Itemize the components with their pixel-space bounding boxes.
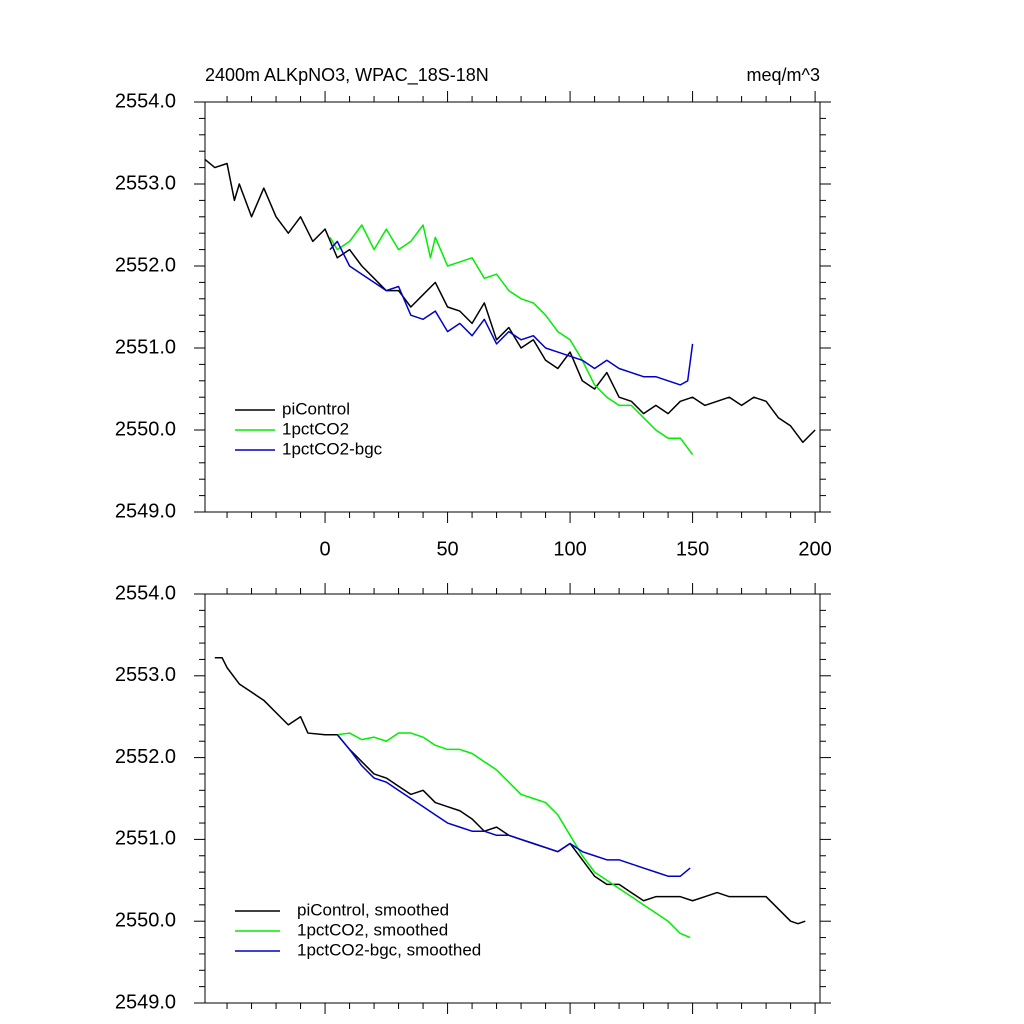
legend-label: 1pctCO2-bgc — [282, 439, 383, 458]
y-tick-label: 2550.0 — [115, 909, 176, 931]
x-tick-label: 150 — [676, 538, 709, 560]
plot-frame — [204, 593, 821, 1004]
legend-label: 1pctCO2, smoothed — [297, 920, 448, 939]
chart-title: 2400m ALKpNO3, WPAC_18S-18N — [205, 65, 489, 86]
plot-frame — [204, 101, 821, 513]
plot-area — [205, 158, 816, 456]
y-tick-label: 2554.0 — [115, 582, 176, 604]
series-line — [336, 734, 691, 877]
y-tick-label: 2551.0 — [115, 828, 176, 850]
legend-label: piControl, smoothed — [297, 900, 449, 919]
units-label: meq/m^3 — [747, 65, 820, 85]
legend-label: 1pctCO2-bgc, smoothed — [297, 940, 481, 959]
x-tick-label: 100 — [553, 538, 586, 560]
y-tick-label: 2553.0 — [115, 172, 176, 194]
legend-label: piControl — [282, 399, 350, 418]
series-line — [205, 158, 816, 444]
series-line — [329, 224, 694, 456]
series-line — [329, 240, 694, 386]
y-tick-label: 2553.0 — [115, 664, 176, 686]
y-tick-label: 2552.0 — [115, 254, 176, 276]
x-tick-label: 50 — [436, 538, 458, 560]
y-tick-label: 2549.0 — [115, 991, 176, 1013]
y-tick-label: 2550.0 — [115, 418, 176, 440]
y-tick-label: 2551.0 — [115, 336, 176, 358]
x-tick-label: 200 — [798, 538, 831, 560]
series-line — [337, 732, 691, 939]
y-tick-label: 2552.0 — [115, 746, 176, 768]
y-tick-label: 2549.0 — [115, 500, 176, 522]
plot-area — [214, 657, 806, 939]
legend-label: 1pctCO2 — [282, 419, 349, 438]
x-tick-label: 0 — [319, 538, 330, 560]
y-tick-label: 2554.0 — [115, 90, 176, 112]
